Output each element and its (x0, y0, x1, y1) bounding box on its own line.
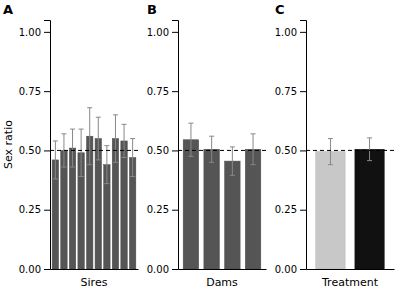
y-tick-label: 0.50 (275, 145, 297, 156)
x-axis-title: Treatment (321, 276, 379, 289)
y-tick: 0.25 (147, 204, 178, 215)
y-tick-label: 0.25 (19, 204, 41, 215)
reference-line (178, 150, 266, 151)
error-bar (130, 139, 135, 177)
y-tick: 0.25 (275, 204, 306, 215)
y-tick: 0.50 (147, 145, 178, 156)
error-bar (96, 117, 101, 160)
x-axis-title: Sires (81, 276, 108, 289)
error-bar (122, 124, 127, 157)
error-bar (188, 123, 193, 156)
x-axis-line (179, 269, 267, 270)
y-tick-label: 0.25 (275, 204, 297, 215)
bar (61, 150, 67, 269)
y-tick-mark (44, 150, 50, 151)
panel: 0.00 0.25 0.50 0.75 1.00 Sires Sex ratio A (2, 2, 139, 289)
x-axis (179, 269, 267, 270)
error-bar (251, 134, 256, 165)
bar (316, 152, 345, 269)
y-tick: 0.00 (275, 264, 306, 275)
y-tick-label: 0.25 (147, 204, 169, 215)
y-tick: 1.00 (147, 27, 178, 38)
y-tick-mark (172, 32, 178, 33)
y-tick-mark (172, 269, 178, 270)
error-bar (53, 141, 58, 179)
y-tick-mark (300, 210, 306, 211)
bar (121, 141, 127, 269)
y-tick: 0.50 (275, 145, 306, 156)
y-axis-line (44, 21, 51, 270)
x-axis-line (51, 269, 139, 270)
y-tick: 1.00 (275, 27, 306, 38)
y-tick: 0.00 (147, 264, 178, 275)
y-tick-mark (300, 32, 306, 33)
y-tick-mark (44, 32, 50, 33)
bar (245, 149, 261, 269)
bar (355, 149, 384, 269)
marks (178, 123, 266, 269)
y-tick-mark (172, 91, 178, 92)
y-axis: 0.00 0.25 0.50 0.75 1.00 (147, 21, 179, 275)
y-tick-mark (300, 91, 306, 92)
y-tick: 0.75 (275, 86, 306, 97)
y-tick: 0.75 (19, 86, 50, 97)
panel-label: C (275, 2, 285, 17)
error-bar (87, 108, 92, 165)
y-axis: 0.00 0.25 0.50 0.75 1.00 (19, 21, 51, 275)
error-bar (113, 115, 118, 162)
y-tick-label: 0.75 (19, 86, 41, 97)
panel: 0.00 0.25 0.50 0.75 1.00 Dams B (147, 2, 267, 289)
panel: 0.00 0.25 0.50 0.75 1.00 Treatment C (275, 2, 395, 289)
y-tick: 0.00 (19, 264, 50, 275)
error-bar (230, 147, 235, 175)
y-tick-label: 0.00 (19, 264, 41, 275)
bar (204, 149, 220, 269)
reference-line (50, 150, 138, 151)
bar (225, 161, 241, 269)
error-bar (70, 129, 75, 167)
y-axis-line (300, 21, 307, 270)
y-tick-mark (44, 269, 50, 270)
x-axis (51, 269, 139, 270)
y-tick: 0.75 (147, 86, 178, 97)
error-bar (328, 139, 333, 165)
panel-label: A (3, 2, 13, 17)
error-bar (209, 136, 214, 162)
reference-line (306, 150, 394, 151)
y-tick-label: 1.00 (275, 27, 297, 38)
x-axis-line (307, 269, 395, 270)
y-tick: 0.50 (19, 145, 50, 156)
error-bar (104, 146, 109, 184)
y-tick-mark (172, 150, 178, 151)
y-tick-label: 0.00 (147, 264, 169, 275)
marks (50, 108, 138, 269)
y-tick-label: 1.00 (19, 27, 41, 38)
y-tick-label: 1.00 (147, 27, 169, 38)
x-axis-title: Dams (206, 276, 238, 289)
y-axis-title: Sex ratio (2, 120, 15, 169)
y-tick-label: 0.75 (275, 86, 297, 97)
y-tick-mark (44, 91, 50, 92)
y-tick-label: 0.75 (147, 86, 169, 97)
y-tick-mark (300, 269, 306, 270)
y-tick-label: 0.50 (19, 145, 41, 156)
y-tick-mark (300, 150, 306, 151)
marks (306, 138, 394, 269)
y-tick-mark (172, 210, 178, 211)
y-tick: 1.00 (19, 27, 50, 38)
y-tick-label: 0.00 (275, 264, 297, 275)
chart-root: 0.000.250.500.751.00SiresSex ratioA0.000… (0, 0, 400, 293)
y-tick-mark (44, 210, 50, 211)
bar (183, 140, 199, 269)
error-bar (367, 138, 372, 161)
x-axis (307, 269, 395, 270)
y-axis: 0.00 0.25 0.50 0.75 1.00 (275, 21, 307, 275)
error-bar (79, 129, 84, 176)
panel-label: B (147, 2, 157, 17)
y-axis-line (172, 21, 179, 270)
y-tick: 0.25 (19, 204, 50, 215)
y-tick-label: 0.50 (147, 145, 169, 156)
